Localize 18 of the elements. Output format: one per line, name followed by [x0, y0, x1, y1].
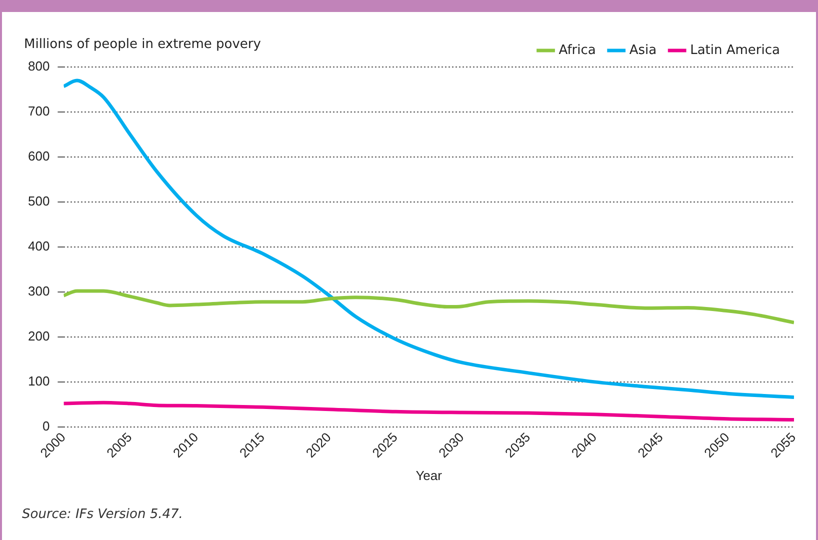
y-tick-label: 700 [28, 104, 50, 119]
legend-label: Africa [558, 42, 596, 58]
x-axis-title: Year [416, 468, 443, 483]
legend-label: Asia [629, 42, 657, 58]
line-series [64, 289, 794, 324]
source-note: Source: IFs Version 5.47. [22, 507, 183, 522]
y-tick-label: 500 [28, 194, 50, 209]
legend-label: Latin America [690, 42, 780, 58]
y-tick-label: 0 [42, 418, 50, 434]
y-tick-label: 300 [28, 284, 50, 299]
y-tick-label: 600 [28, 148, 50, 164]
y-tick-label: 200 [28, 328, 50, 344]
y-tick-label: 100 [28, 374, 50, 389]
y-tick-label: 800 [28, 58, 50, 74]
line-series [64, 78, 794, 399]
y-tick-label: 400 [28, 238, 50, 254]
y-axis-title: Millions of people in extreme povery [24, 37, 261, 52]
line-series [64, 400, 794, 422]
